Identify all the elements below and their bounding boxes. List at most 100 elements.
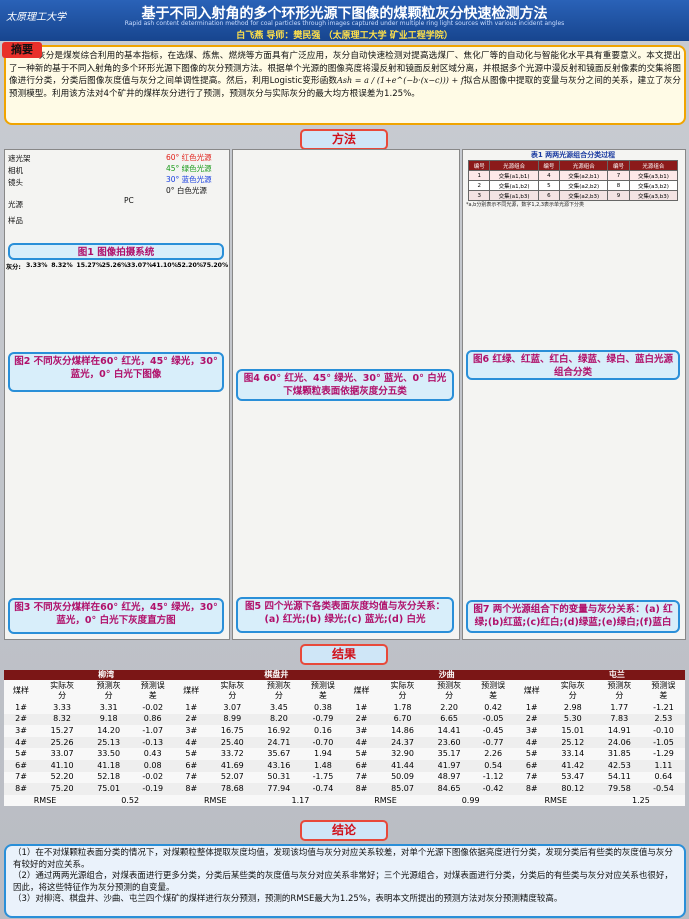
cell: 3# <box>355 725 368 735</box>
photo-label: 镜头 <box>8 178 23 187</box>
cell: 85.07 <box>391 783 414 793</box>
cell: 1.78 <box>393 702 412 712</box>
cell: 7# <box>525 772 538 782</box>
cell: 6.65 <box>440 714 458 724</box>
table-note: *a,b分别表示不同光源，数字1,2,3表示单光源下分类 <box>466 202 585 208</box>
caption: 图5 四个光源下各类表面灰度均值与灰分关系：(a) 红光;(b) 绿光;(c) … <box>236 597 454 633</box>
cell: 1# <box>525 702 538 712</box>
light-label: 30° 蓝色光源 <box>166 175 212 184</box>
blank <box>174 670 209 680</box>
column-name: 煤样 <box>523 686 540 695</box>
table-row: 3 交集(a1,b3) 6 交集(a2,b3) 9 交集(a3,b3) <box>467 190 679 201</box>
cell: 5.30 <box>563 714 582 724</box>
cell: 交集(a1,b1) <box>489 170 539 181</box>
column-header: 煤样 实际灰分 预测灰分 预测误差 煤样 实际灰分 预测灰分 预测误差 煤样 实际灰分 预测灰分 预测… <box>4 680 685 702</box>
cell: -1.12 <box>482 772 504 782</box>
column-name: 煤样 <box>183 686 200 695</box>
cell: 交集(a2,b3) <box>559 190 609 201</box>
authors: 白飞燕 导师：樊民强 （太原理工大学 矿业工程学院） <box>236 31 453 41</box>
cell: 7 <box>607 170 630 181</box>
blank <box>514 670 549 680</box>
mine-name: 沙曲 <box>378 670 515 680</box>
results-table: 柳湾 棋盘井 沙曲 屯兰 煤样 实际灰分 预测灰分 预测误差 煤样 实际灰分 预测灰分 预测误差 煤样实… <box>4 670 685 807</box>
cell: 41.18 <box>97 760 121 770</box>
column-name: 预测误差 <box>481 681 506 700</box>
cell: 25.12 <box>561 737 585 747</box>
cell: 1# <box>355 702 368 712</box>
caption: 图4 60° 红光、45° 绿光、30° 蓝光、0° 白光下煤颗粒表面依据灰度分… <box>236 369 454 401</box>
cell: 1.77 <box>610 702 629 712</box>
cell: 0.08 <box>143 760 162 770</box>
cell: 14.41 <box>437 725 461 735</box>
abstract-text: 拟合从图像中提取的变量与灰分之间的关系，建立了灰分预测模型。利用该方法对4个矿井… <box>9 76 681 99</box>
cell: 8# <box>525 783 538 793</box>
cell: 6.70 <box>393 714 412 724</box>
column-name: 实际灰分 <box>220 681 245 700</box>
cell: 7# <box>15 772 27 782</box>
rmse-label: RMSE <box>203 795 227 805</box>
rmse-value: 1.25 <box>631 795 650 805</box>
cell: 52.07 <box>220 772 244 782</box>
cell: -1.75 <box>312 772 334 782</box>
column-name: 预测灰分 <box>266 681 291 700</box>
cell: 4# <box>525 737 538 747</box>
data-row: 4# 25.26 25.13 -0.13 4# 25.40 24.71 -0.70 4# 24.3… <box>4 736 685 749</box>
cell: 3.07 <box>223 702 242 712</box>
table-title: 表1 两两光源组合分类过程 <box>530 151 616 159</box>
cell: 23.60 <box>437 737 461 747</box>
cell: 4 <box>537 170 561 181</box>
cell: 5# <box>185 749 198 759</box>
cell: -1.21 <box>653 702 674 712</box>
cell: 交集(a1,b2) <box>489 180 539 191</box>
cell: 33.72 <box>220 749 244 759</box>
cell: 16.92 <box>267 725 291 735</box>
cell: 41.69 <box>220 760 244 770</box>
cell: 42.53 <box>607 760 631 770</box>
cell: 31.85 <box>607 749 631 759</box>
header-cell: 编号 <box>607 160 630 171</box>
column-name: 实际灰分 <box>390 681 415 700</box>
cell: 7.83 <box>610 714 629 724</box>
column-name: 实际灰分 <box>50 681 75 700</box>
cell: 35.17 <box>437 749 461 759</box>
cell: 0.16 <box>314 725 332 735</box>
cell: 1# <box>15 702 27 712</box>
cell: 78.68 <box>220 783 244 793</box>
cell: 48.97 <box>437 772 461 782</box>
logo: 太原理工大学 <box>6 12 66 23</box>
cell: 8# <box>185 783 198 793</box>
data-row: 8# 75.20 75.01 -0.19 8# 78.68 77.94 -0.74 8# 85.0… <box>4 783 685 795</box>
rmse-value: 0.99 <box>461 795 480 805</box>
cell: -0.70 <box>312 737 334 747</box>
cell: 3.33 <box>53 702 71 712</box>
cell: 24.06 <box>607 737 631 747</box>
header-cell: 编号 <box>467 160 491 171</box>
cell: 5# <box>525 749 538 759</box>
cell: 33.50 <box>97 749 121 759</box>
cell: -0.79 <box>312 714 334 724</box>
cell: 2# <box>185 714 198 724</box>
cell: 25.40 <box>220 737 244 747</box>
cell: 25.13 <box>97 737 121 747</box>
cell: 14.91 <box>607 725 631 735</box>
cell: -0.02 <box>142 772 164 782</box>
mine-header: 柳湾 棋盘井 沙曲 屯兰 <box>4 670 685 680</box>
cell: 43.16 <box>267 760 291 770</box>
light-label: 0° 白色光源 <box>166 186 207 195</box>
data-row: 2# 8.32 9.18 0.86 2# 8.99 8.20 -0.79 2# 6.70 6.65 -… <box>4 713 685 726</box>
classification-table: 编号 光源组合 编号 光源组合 编号 光源组合 1 交集(a1,b1) 4 交集(a2,b1) 7 交… <box>467 160 679 201</box>
column-name: 预测灰分 <box>96 681 121 700</box>
cell: 2.98 <box>563 702 582 712</box>
cell: -0.10 <box>653 725 674 735</box>
cell: 1# <box>185 702 198 712</box>
ash-value: 52.20% <box>177 262 203 269</box>
section-banner: 结论 <box>300 820 388 841</box>
photo-label: 光源 <box>8 200 23 209</box>
cell: 52.20 <box>50 772 74 782</box>
data-row: 6# 41.10 41.18 0.08 6# 41.69 43.16 1.48 6# 41.44 4… <box>4 759 685 772</box>
cell: -0.54 <box>653 783 674 793</box>
caption: 图6 红绿、红蓝、红白、绿蓝、绿白、蓝白光源组合分类 <box>466 350 680 380</box>
ash-value: 75.20% <box>202 262 229 269</box>
cell: 4# <box>185 737 198 747</box>
cell: 3# <box>185 725 198 735</box>
